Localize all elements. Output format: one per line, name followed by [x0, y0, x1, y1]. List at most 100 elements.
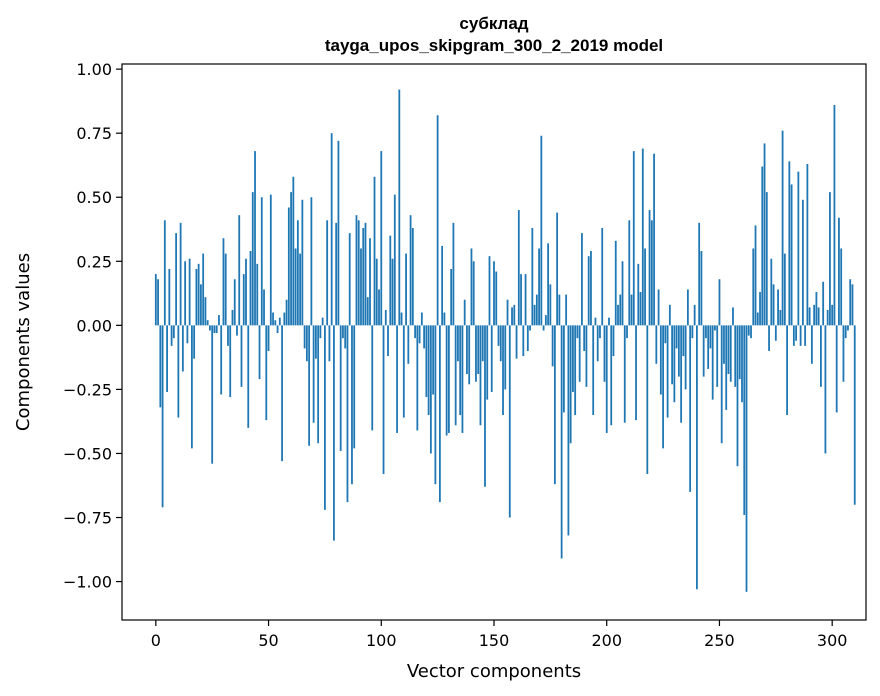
bar-132 [452, 222, 455, 326]
bar-144 [479, 325, 482, 426]
bar-250 [718, 279, 721, 326]
bar-22 [204, 297, 207, 326]
bar-190 [583, 325, 586, 351]
bar-277 [779, 309, 782, 326]
bar-30 [222, 238, 225, 326]
bar-201 [608, 317, 610, 326]
bar-307 [847, 325, 849, 331]
bar-302 [835, 325, 838, 413]
bar-92 [362, 227, 365, 326]
bar-101 [382, 325, 385, 474]
y-tick-label: −0.25 [63, 380, 112, 399]
bar-108 [398, 89, 401, 326]
bar-200 [605, 325, 608, 433]
bar-109 [400, 312, 403, 326]
bar-165 [526, 325, 529, 351]
bar-65 [301, 199, 304, 326]
bar-297 [824, 325, 827, 454]
bar-51 [269, 194, 272, 326]
bar-117 [418, 325, 421, 344]
bar-216 [641, 148, 644, 326]
bar-167 [531, 227, 534, 326]
bar-309 [851, 284, 854, 326]
bar-215 [639, 292, 642, 326]
bar-49 [265, 325, 268, 421]
bar-121 [427, 325, 430, 416]
bar-282 [790, 184, 793, 326]
y-tick-label: −1.00 [63, 573, 112, 592]
bar-9 [175, 233, 178, 326]
bar-227 [666, 325, 669, 418]
bar-126 [438, 325, 441, 503]
bar-95 [369, 238, 371, 326]
bar-78 [330, 133, 333, 326]
bar-188 [578, 325, 581, 382]
bar-238 [691, 325, 694, 339]
bar-256 [732, 307, 734, 326]
bar-204 [614, 240, 617, 326]
bar-42 [249, 251, 252, 326]
bar-38 [240, 325, 243, 387]
bar-28 [218, 315, 220, 326]
bar-29 [220, 325, 223, 395]
bar-310 [853, 325, 856, 505]
bar-278 [781, 130, 784, 326]
bar-3 [161, 325, 164, 508]
bar-177 [553, 325, 556, 485]
bar-290 [808, 307, 811, 326]
x-tick-label: 200 [591, 631, 622, 650]
bar-205 [617, 304, 619, 326]
bar-224 [659, 325, 662, 395]
bar-57 [283, 312, 286, 326]
bar-218 [646, 325, 649, 474]
bar-47 [260, 197, 263, 326]
bar-246 [709, 325, 712, 349]
bar-303 [838, 217, 840, 326]
bar-119 [423, 325, 426, 349]
x-tick-label: 50 [258, 631, 278, 650]
bar-133 [454, 325, 457, 426]
bar-136 [461, 325, 464, 433]
bar-260 [741, 325, 743, 403]
bar-112 [407, 325, 410, 364]
bar-158 [511, 307, 513, 326]
bar-26 [213, 325, 216, 334]
bar-237 [689, 325, 692, 492]
bar-276 [777, 289, 779, 326]
bar-98 [375, 258, 378, 326]
bar-280 [786, 325, 788, 416]
bar-217 [644, 248, 646, 326]
bar-178 [556, 212, 559, 326]
bar-236 [686, 289, 689, 326]
bar-186 [574, 325, 577, 416]
bar-82 [339, 325, 342, 451]
bar-230 [673, 325, 676, 403]
bar-304 [840, 248, 843, 326]
bar-174 [547, 243, 550, 326]
bar-146 [484, 325, 486, 487]
bar-81 [337, 140, 340, 326]
bar-241 [698, 222, 701, 326]
bar-19 [197, 263, 200, 326]
bar-104 [389, 235, 392, 326]
bar-55 [278, 317, 281, 326]
chart-title-line-2: tayga_upos_skipgram_300_2_2019 model [325, 36, 663, 55]
bar-0 [154, 274, 157, 326]
bar-219 [648, 210, 651, 326]
bar-94 [366, 297, 369, 326]
bar-251 [720, 325, 723, 444]
bar-134 [457, 325, 459, 362]
bar-37 [238, 215, 241, 326]
bar-291 [810, 325, 813, 364]
bar-175 [549, 284, 552, 326]
bars-group [154, 89, 856, 592]
bar-43 [251, 192, 254, 326]
bar-273 [770, 258, 773, 326]
bar-50 [267, 325, 270, 351]
bar-74 [321, 317, 324, 326]
bar-160 [515, 325, 518, 359]
bar-270 [763, 143, 766, 326]
bar-34 [231, 309, 234, 326]
bar-85 [346, 325, 349, 503]
y-tick-label: 0.75 [76, 124, 112, 143]
